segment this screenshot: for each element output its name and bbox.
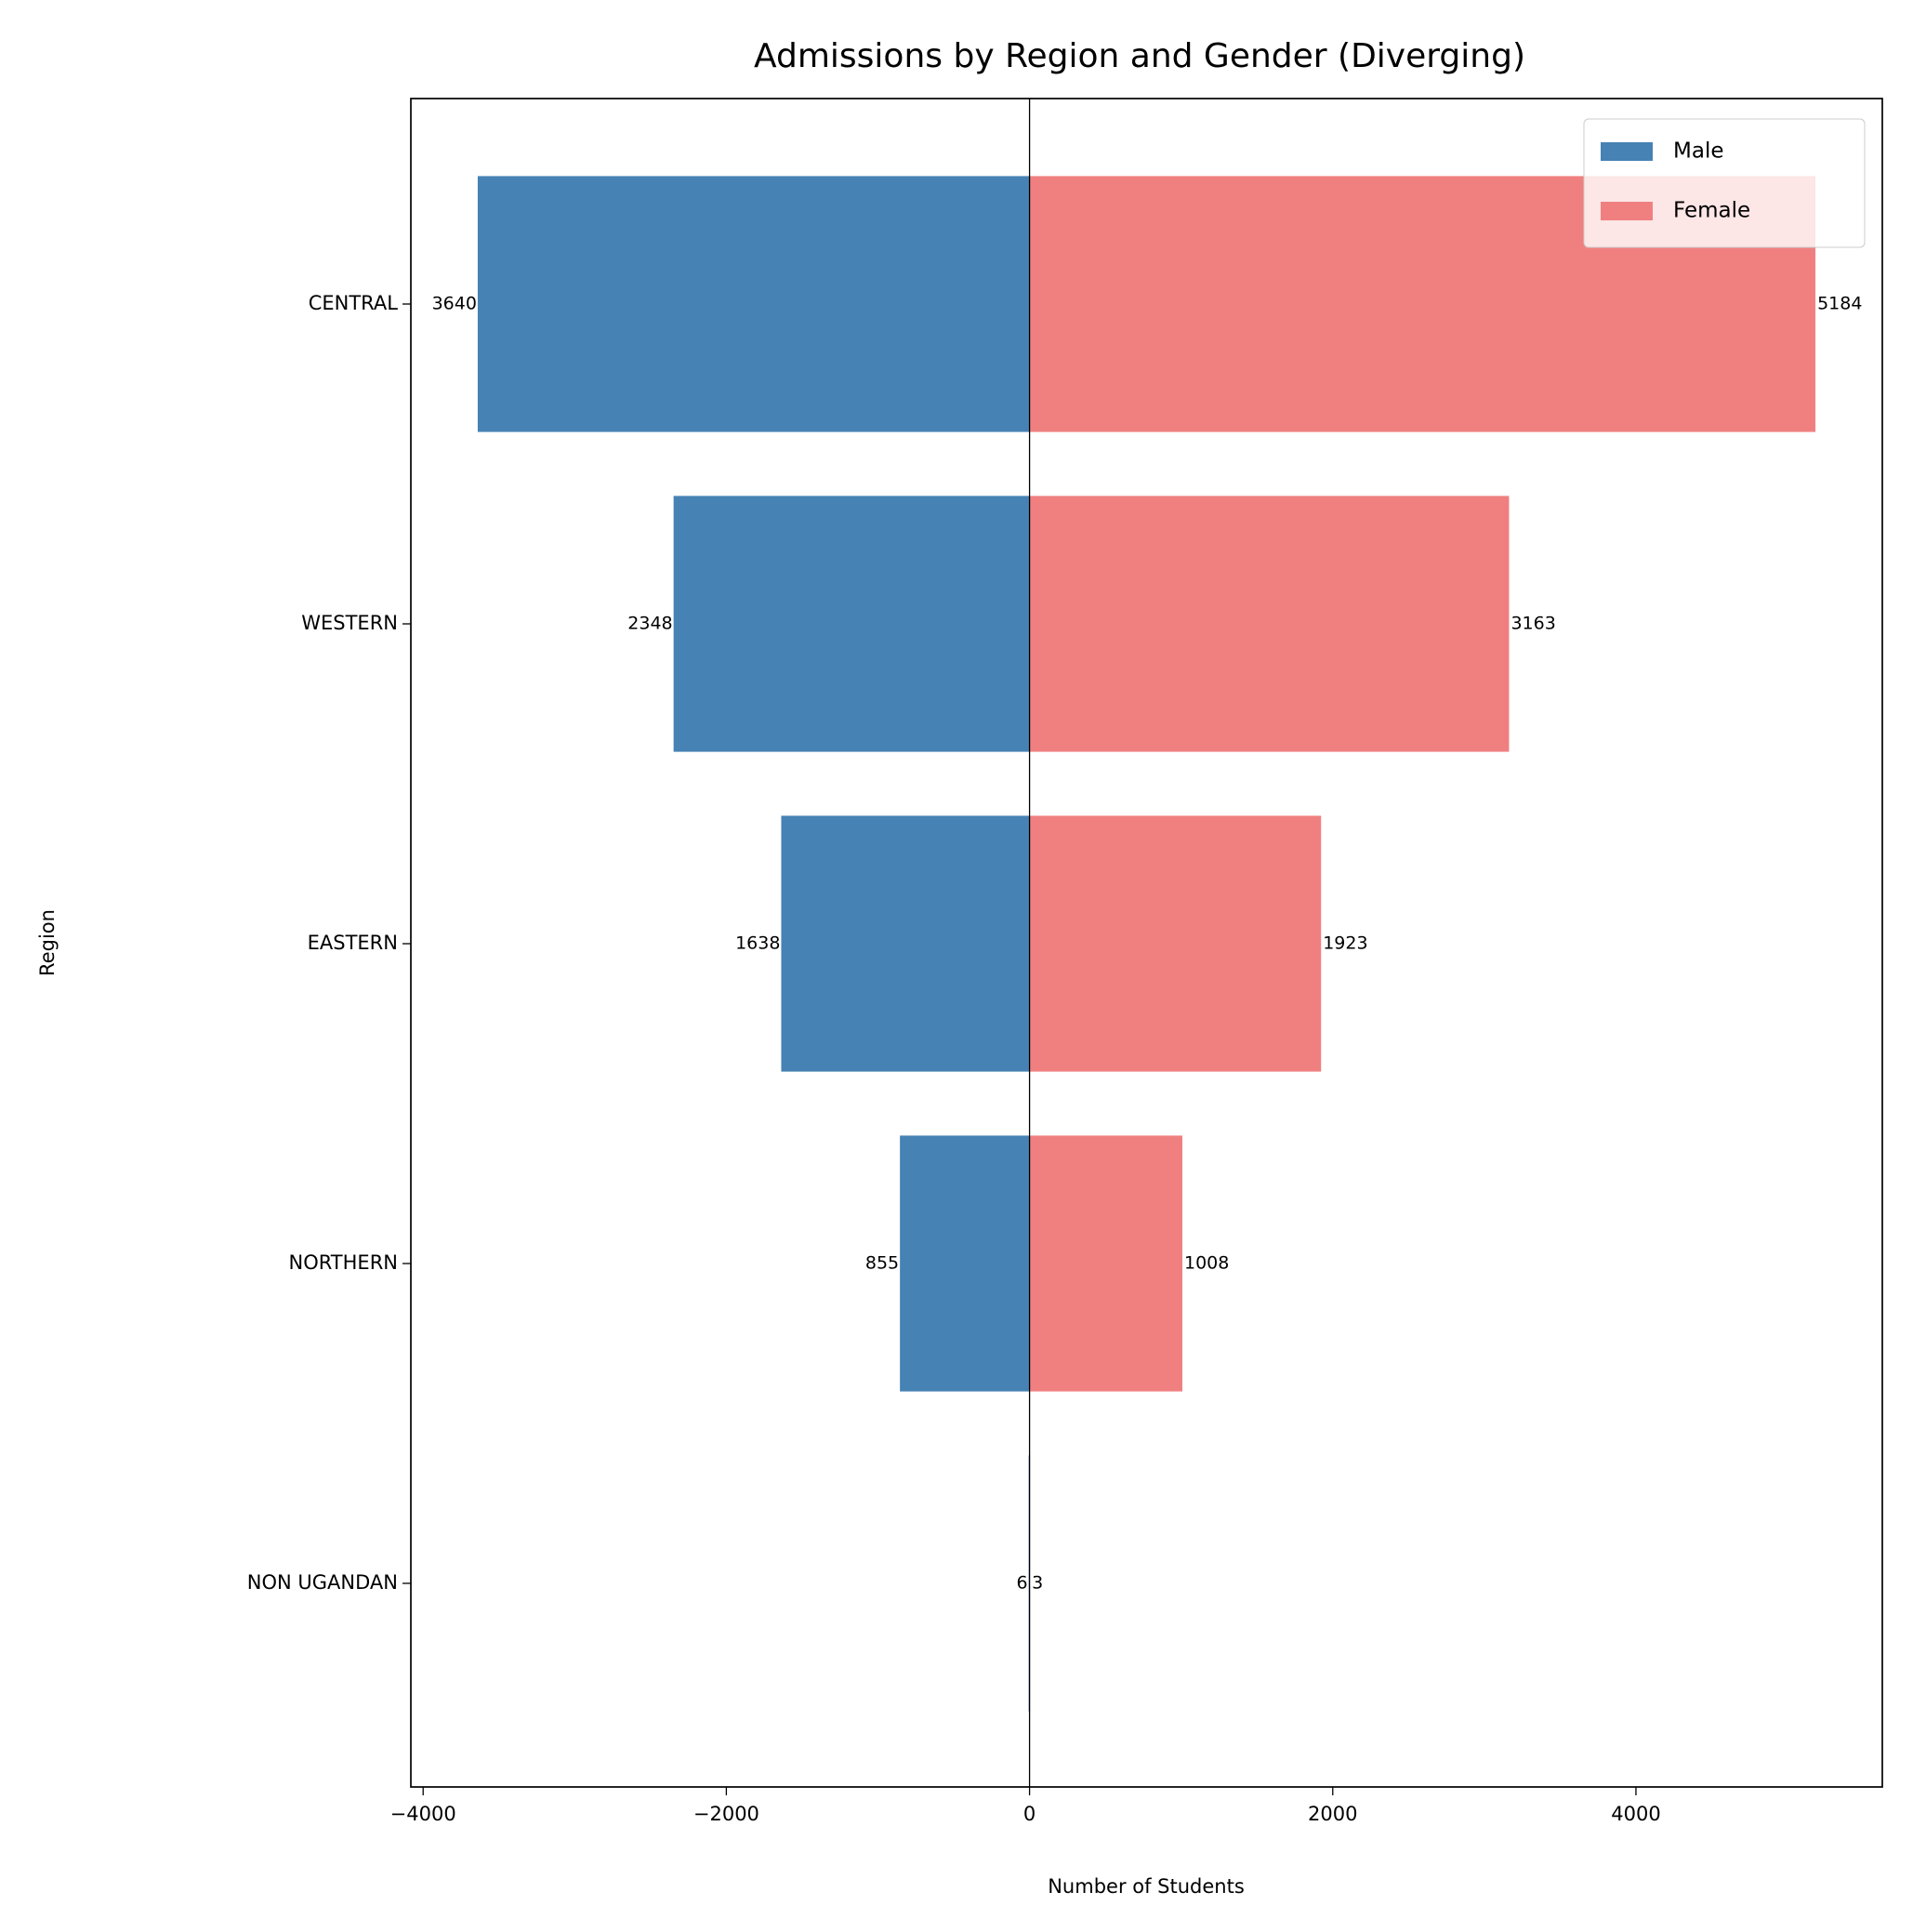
legend-box bbox=[1584, 119, 1865, 247]
value-label: 6 bbox=[1017, 1573, 1028, 1594]
value-label: 3163 bbox=[1510, 614, 1555, 634]
x-tick-label: 4000 bbox=[1611, 1803, 1660, 1825]
bar bbox=[674, 496, 1030, 751]
y-axis-label: Region bbox=[36, 909, 59, 976]
bar bbox=[900, 1135, 1029, 1391]
x-tick-label: −4000 bbox=[390, 1803, 456, 1825]
bar bbox=[1030, 1135, 1182, 1391]
bar bbox=[1030, 815, 1322, 1071]
value-label: 5184 bbox=[1817, 294, 1862, 314]
x-tick-label: −2000 bbox=[693, 1803, 759, 1825]
x-tick-label: 2000 bbox=[1308, 1803, 1357, 1825]
legend: Male Female bbox=[1584, 119, 1865, 247]
chart-title: Admissions by Region and Gender (Divergi… bbox=[754, 37, 1525, 75]
value-label: 3 bbox=[1032, 1573, 1043, 1594]
y-tick-label: WESTERN bbox=[301, 612, 398, 634]
y-tick-label: EASTERN bbox=[308, 932, 398, 954]
value-label: 1638 bbox=[735, 933, 780, 954]
legend-label: Female bbox=[1673, 199, 1750, 223]
y-tick-label: NORTHERN bbox=[289, 1251, 399, 1274]
value-label: 2348 bbox=[627, 614, 672, 634]
bar bbox=[781, 815, 1029, 1071]
value-label: 3640 bbox=[432, 294, 477, 314]
bar bbox=[1030, 496, 1510, 751]
legend-swatch bbox=[1601, 142, 1653, 161]
value-label: 855 bbox=[865, 1253, 899, 1274]
y-tick-label: CENTRAL bbox=[309, 292, 399, 314]
legend-swatch bbox=[1601, 202, 1653, 220]
y-tick-label: NON UGANDAN bbox=[247, 1571, 398, 1594]
value-label: 1923 bbox=[1323, 933, 1367, 954]
value-label: 1008 bbox=[1184, 1253, 1229, 1274]
bar bbox=[478, 176, 1030, 431]
x-tick-label: 0 bbox=[1023, 1803, 1036, 1825]
x-axis-label: Number of Students bbox=[1048, 1875, 1245, 1898]
legend-label: Male bbox=[1673, 139, 1723, 164]
